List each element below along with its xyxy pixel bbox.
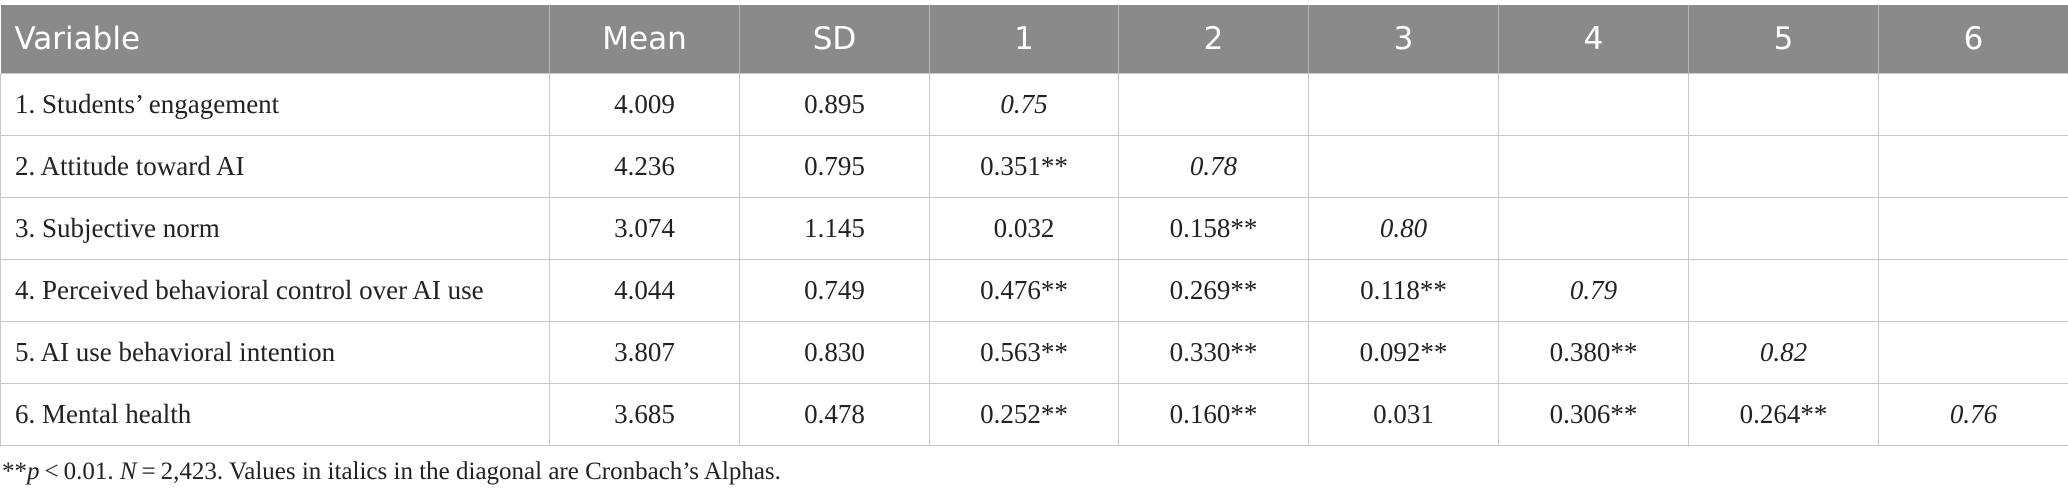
row-label: 1. Students’ engagement <box>0 73 550 136</box>
cell: 0.478 <box>739 383 930 446</box>
empty-cell <box>1498 197 1689 260</box>
header-cell: 6 <box>1878 5 2068 74</box>
cell: 4.044 <box>549 259 740 322</box>
cell: 0.476** <box>929 259 1119 322</box>
empty-cell <box>1688 197 1879 260</box>
empty-cell <box>1878 321 2068 384</box>
header-cell: SD <box>739 5 930 74</box>
row-label: 4. Perceived behavioral control over AI … <box>0 259 550 322</box>
cell: 0.830 <box>739 321 930 384</box>
footnote-text: = 2,423. Values in italics in the diagon… <box>136 458 781 485</box>
row-label: 2. Attitude toward AI <box>0 135 550 198</box>
header-row: Variable Mean SD 1 2 3 4 5 6 <box>0 5 2068 74</box>
cell: 0.749 <box>739 259 930 322</box>
cell: 4.236 <box>549 135 740 198</box>
empty-cell <box>1878 259 2068 322</box>
empty-cell <box>1878 197 2068 260</box>
cell: 0.795 <box>739 135 930 198</box>
table-row: 4. Perceived behavioral control over AI … <box>0 259 2068 322</box>
cell: 0.158** <box>1118 197 1309 260</box>
footnote-text: < 0.01. <box>39 458 120 485</box>
empty-cell <box>1688 135 1879 198</box>
header-cell: 2 <box>1118 5 1309 74</box>
table-body: 1. Students’ engagement 4.009 0.895 0.75 2. … <box>0 73 2068 446</box>
cell: 1.145 <box>739 197 930 260</box>
cell: 0.118** <box>1308 259 1499 322</box>
footnote: **p < 0.01. N = 2,423. Values in italics… <box>2 458 781 486</box>
empty-cell <box>1118 73 1309 136</box>
cell: 0.032 <box>929 197 1119 260</box>
footnote-text: N <box>119 458 137 485</box>
table-row: 3. Subjective norm 3.074 1.145 0.032 0.158**… <box>0 197 2068 260</box>
cell: 0.330** <box>1118 321 1309 384</box>
row-label: 3. Subjective norm <box>0 197 550 260</box>
footnote-text: ** <box>2 458 27 485</box>
table-row: 5. AI use behavioral intention 3.807 0.830… <box>0 321 2068 384</box>
empty-cell <box>1308 73 1499 136</box>
empty-cell <box>1688 73 1879 136</box>
header-cell: 3 <box>1308 5 1499 74</box>
cell: 0.82 <box>1688 321 1879 384</box>
table-row: 2. Attitude toward AI 4.236 0.795 0.351** 0.… <box>0 135 2068 198</box>
cell: 0.092** <box>1308 321 1499 384</box>
footnote-text: p <box>27 458 40 485</box>
header-cell: Mean <box>549 5 740 74</box>
row-label: 6. Mental health <box>0 383 550 446</box>
cell: 0.351** <box>929 135 1119 198</box>
cell: 0.380** <box>1498 321 1689 384</box>
header-cell: Variable <box>0 5 550 74</box>
cell: 0.76 <box>1878 383 2068 446</box>
cell: 0.78 <box>1118 135 1309 198</box>
cell: 0.269** <box>1118 259 1309 322</box>
cell: 0.895 <box>739 73 930 136</box>
cell: 0.563** <box>929 321 1119 384</box>
cell: 0.252** <box>929 383 1119 446</box>
header-cell: 4 <box>1498 5 1689 74</box>
empty-cell <box>1308 135 1499 198</box>
cell: 0.160** <box>1118 383 1309 446</box>
cell: 0.79 <box>1498 259 1689 322</box>
correlation-table: Variable Mean SD 1 2 3 4 5 6 1. Students’ engage… <box>0 5 2068 446</box>
cell: 0.306** <box>1498 383 1689 446</box>
cell: 0.264** <box>1688 383 1879 446</box>
empty-cell <box>1878 135 2068 198</box>
header-cell: 1 <box>929 5 1119 74</box>
cell: 3.685 <box>549 383 740 446</box>
cell: 4.009 <box>549 73 740 136</box>
cell: 3.074 <box>549 197 740 260</box>
empty-cell <box>1688 259 1879 322</box>
table-row: 6. Mental health 3.685 0.478 0.252** 0.160**… <box>0 383 2068 446</box>
cell: 3.807 <box>549 321 740 384</box>
empty-cell <box>1498 73 1689 136</box>
cell: 0.031 <box>1308 383 1499 446</box>
empty-cell <box>1878 73 2068 136</box>
table-row: 1. Students’ engagement 4.009 0.895 0.75 <box>0 73 2068 136</box>
header-cell: 5 <box>1688 5 1879 74</box>
cell: 0.75 <box>929 73 1119 136</box>
row-label: 5. AI use behavioral intention <box>0 321 550 384</box>
cell: 0.80 <box>1308 197 1499 260</box>
empty-cell <box>1498 135 1689 198</box>
